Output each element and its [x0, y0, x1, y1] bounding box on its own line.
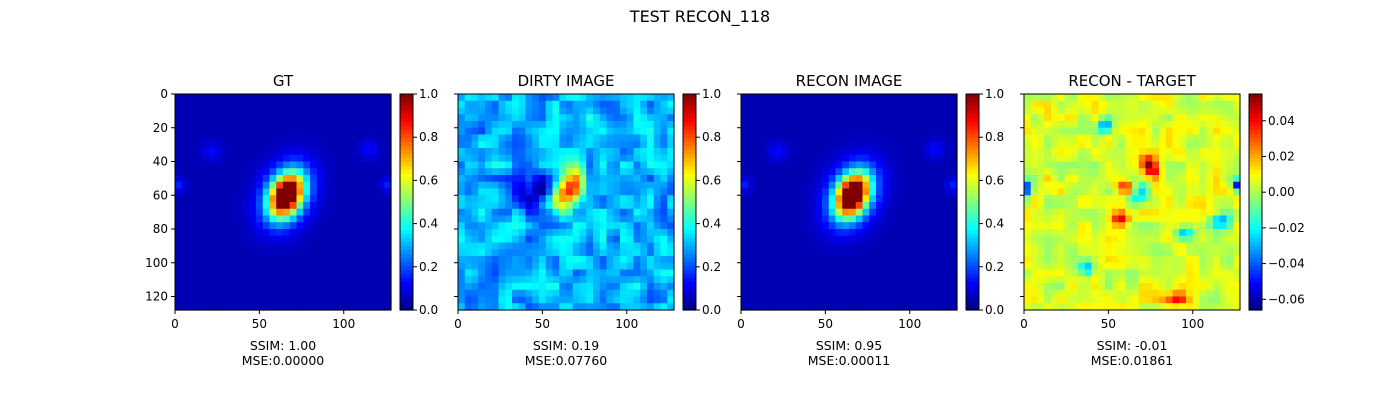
- panel-4: RECON - TARGET 0 50 100 SSIM: -0.01MSE:0.018…: [1020, 72, 1305, 368]
- colorbar-tick-label: 0.04: [1268, 114, 1295, 128]
- metric-caption: SSIM: 0.95: [816, 338, 882, 353]
- metric-caption: MSE:0.01861: [1091, 353, 1174, 368]
- axes-frame: [174, 93, 392, 311]
- colorbar: 0.0 0.2 0.4 0.6 0.8 1.0: [965, 87, 1004, 317]
- colorbar-frame: [1248, 93, 1263, 311]
- x-tick-label: 100: [615, 317, 638, 331]
- colorbar-tick-label: −0.02: [1268, 221, 1305, 235]
- colorbar-tick-label: 0.0: [702, 303, 721, 317]
- colorbar-tick-label: 0.6: [985, 173, 1004, 187]
- colorbar-tick-label: 0.8: [419, 130, 438, 144]
- colorbar-tick-label: 0.6: [419, 173, 438, 187]
- colorbar-tick-label: 0.0: [419, 303, 438, 317]
- metric-caption: MSE:0.00000: [242, 353, 325, 368]
- x-tick-label: 50: [1101, 317, 1116, 331]
- colorbar-tick-label: 0.4: [985, 217, 1004, 231]
- colorbar-tick-label: 0.4: [702, 217, 721, 231]
- x-tick-label: 50: [818, 317, 833, 331]
- colorbar-tick-label: 0.8: [985, 130, 1004, 144]
- metric-caption: MSE:0.00011: [808, 353, 891, 368]
- colorbar-tick-label: 0.0: [985, 303, 1004, 317]
- x-tick-label: 0: [737, 317, 745, 331]
- y-tick-label: 20: [153, 121, 168, 135]
- x-tick-label: 0: [171, 317, 179, 331]
- colorbar-frame: [965, 93, 980, 311]
- colorbar-tick-label: 0.2: [419, 260, 438, 274]
- colorbar-tick-label: 0.00: [1268, 185, 1295, 199]
- axes-frame: [1023, 93, 1241, 311]
- colorbar-tick-label: −0.06: [1268, 292, 1305, 306]
- colorbar: −0.06 −0.04 −0.02 0.00 0.02 0.04: [1248, 93, 1305, 311]
- metric-caption: MSE:0.07760: [525, 353, 608, 368]
- y-tick-label: 60: [153, 188, 168, 202]
- metric-caption: SSIM: 1.00: [250, 338, 316, 353]
- panel-title: RECON - TARGET: [1068, 72, 1196, 90]
- y-tick-label: 80: [153, 222, 168, 236]
- colorbar-tick-label: 1.0: [985, 87, 1004, 101]
- heatmap-image: [741, 94, 958, 311]
- colorbar-tick-label: 0.6: [702, 173, 721, 187]
- heatmap-image: [1024, 94, 1241, 311]
- x-tick-label: 50: [535, 317, 550, 331]
- y-tick-label: 120: [145, 290, 168, 304]
- colorbar-tick-label: 0.2: [702, 260, 721, 274]
- colorbar-tick-label: 0.4: [419, 217, 438, 231]
- colorbar-tick-label: 1.0: [419, 87, 438, 101]
- colorbar-tick-label: −0.04: [1268, 257, 1305, 271]
- colorbar-tick-label: 1.0: [702, 87, 721, 101]
- panel-title: RECON IMAGE: [796, 72, 903, 90]
- colorbar-tick-label: 0.2: [985, 260, 1004, 274]
- x-tick-label: 100: [332, 317, 355, 331]
- heatmap-image: [175, 94, 392, 311]
- x-tick-label: 100: [1181, 317, 1204, 331]
- panel-title: GT: [273, 72, 294, 90]
- panel-title: DIRTY IMAGE: [518, 72, 615, 90]
- y-tick-label: 0: [160, 87, 168, 101]
- figure-title: TEST RECON_118: [629, 7, 770, 27]
- metric-caption: SSIM: 0.19: [533, 338, 599, 353]
- y-tick-label: 40: [153, 155, 168, 169]
- y-tick-label: 100: [145, 256, 168, 270]
- x-tick-label: 0: [454, 317, 462, 331]
- panel-1: GT 0 50 100 0 20 40 60 80 100 120 SSIM: 1.00MSE:0.0…: [145, 72, 438, 368]
- colorbar: 0.0 0.2 0.4 0.6 0.8 1.0: [399, 87, 438, 317]
- colorbar-tick-label: 0.02: [1268, 149, 1295, 163]
- x-tick-label: 50: [252, 317, 267, 331]
- colorbar-frame: [399, 93, 414, 311]
- colorbar-frame: [682, 93, 697, 311]
- heatmap-image: [458, 94, 675, 311]
- metric-caption: SSIM: -0.01: [1097, 338, 1168, 353]
- colorbar: 0.0 0.2 0.4 0.6 0.8 1.0: [682, 87, 721, 317]
- colorbar-tick-label: 0.8: [702, 130, 721, 144]
- axes-frame: [457, 93, 675, 311]
- x-tick-label: 0: [1020, 317, 1028, 331]
- axes-frame: [740, 93, 958, 311]
- x-tick-label: 100: [898, 317, 921, 331]
